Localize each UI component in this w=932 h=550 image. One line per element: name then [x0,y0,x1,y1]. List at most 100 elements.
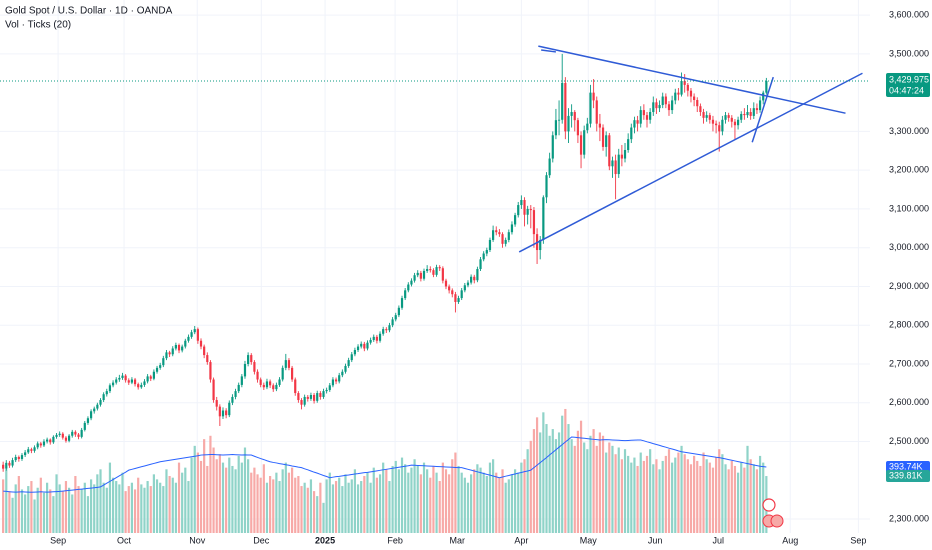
candle-body [11,460,14,466]
volume-bar [52,496,55,533]
candle-body [93,408,96,412]
candle-body [488,239,492,251]
volume-bar [61,491,64,533]
candle-body [463,285,466,291]
candle-body [165,352,168,359]
indicator-label: Vol · Ticks (20) [5,20,71,31]
candle-body [171,348,174,355]
candle-body [758,100,762,111]
volume-bar [46,482,49,533]
volume-bar [325,479,328,533]
candle-body [639,110,642,124]
volume-bar [513,469,517,533]
volume-bar [181,472,184,533]
candle-body [677,92,680,95]
candle-body [485,250,488,254]
candle-body [529,208,532,211]
volume-bar [444,469,448,533]
x-tick-label: Nov [189,535,206,545]
volume-bar [152,474,155,533]
volume-bar [360,481,363,533]
volume-bar [199,460,203,533]
y-tick-label: 3,200.000 [889,165,929,175]
candle-body [545,175,548,198]
candle-body [363,343,366,349]
volume-bar [711,467,715,533]
volume-bar [746,445,749,533]
volume-bar [554,439,558,533]
volume-bar [196,452,199,533]
volume-bar [636,465,639,533]
candle-body [5,462,8,469]
volume-bar [595,445,598,533]
volume-bar [517,472,520,533]
y-tick-label: 3,600.000 [889,9,929,19]
volume-bar [17,476,20,533]
volume-bar [488,462,492,533]
volume-bar [526,449,529,533]
volume-bar [228,457,231,533]
candle-body [272,385,275,390]
volume-bar [664,455,667,533]
volume-bar [168,476,171,533]
event-icon[interactable] [762,498,776,512]
volume-bar [649,449,652,533]
candle-body [444,280,448,287]
candle-body [570,112,573,116]
x-tick-label: Dec [253,535,270,545]
candle-body [391,319,394,326]
volume-bar [86,496,90,533]
volume-bar [297,476,300,533]
candle-body [718,125,721,132]
event-icon[interactable] [770,514,784,528]
candle-body [715,123,718,126]
volume-bar [749,459,752,533]
candle-body [579,135,583,155]
candle-body [108,385,112,392]
volume-bar [702,452,705,533]
candle-body [557,119,561,121]
volume-bar [557,432,561,533]
volume-bar [583,442,586,533]
volume-bar [344,474,347,533]
volume-bar [460,472,463,533]
volume-bar [127,486,130,533]
candle-body [498,232,501,235]
volume-bar [133,489,137,533]
candle-body [473,276,476,281]
volume-bar [548,435,551,533]
y-tick-label: 3,000.000 [889,242,929,252]
candle-body [253,362,256,372]
candle-body [454,294,457,302]
volume-bar [579,420,583,533]
candle-body [693,96,696,101]
volume-bar [11,497,14,533]
candle-body [441,268,444,281]
candle-body [749,112,752,116]
volume-bar [269,476,272,533]
volume-badge-label: 393.74K [889,461,923,471]
volume-bar [225,467,228,533]
candle-body [542,197,545,240]
candle-body [322,391,325,397]
candle-body [8,462,11,466]
candle-body [115,379,118,383]
time-axis [0,533,870,550]
volume-bar [253,467,256,533]
volume-bar [448,474,451,533]
volume-bar [567,424,570,533]
volume-bar [155,479,159,533]
volume-bar [410,467,413,533]
candle-body [275,384,278,390]
candle-body [397,307,400,316]
volume-bar [319,482,322,533]
volume-bar [752,464,755,533]
volume-bar [476,464,479,533]
y-tick-label: 3,300.000 [889,126,929,136]
candle-body [479,259,482,270]
candle-body [187,336,190,341]
candle-body [269,381,272,386]
candle-body [67,435,71,441]
